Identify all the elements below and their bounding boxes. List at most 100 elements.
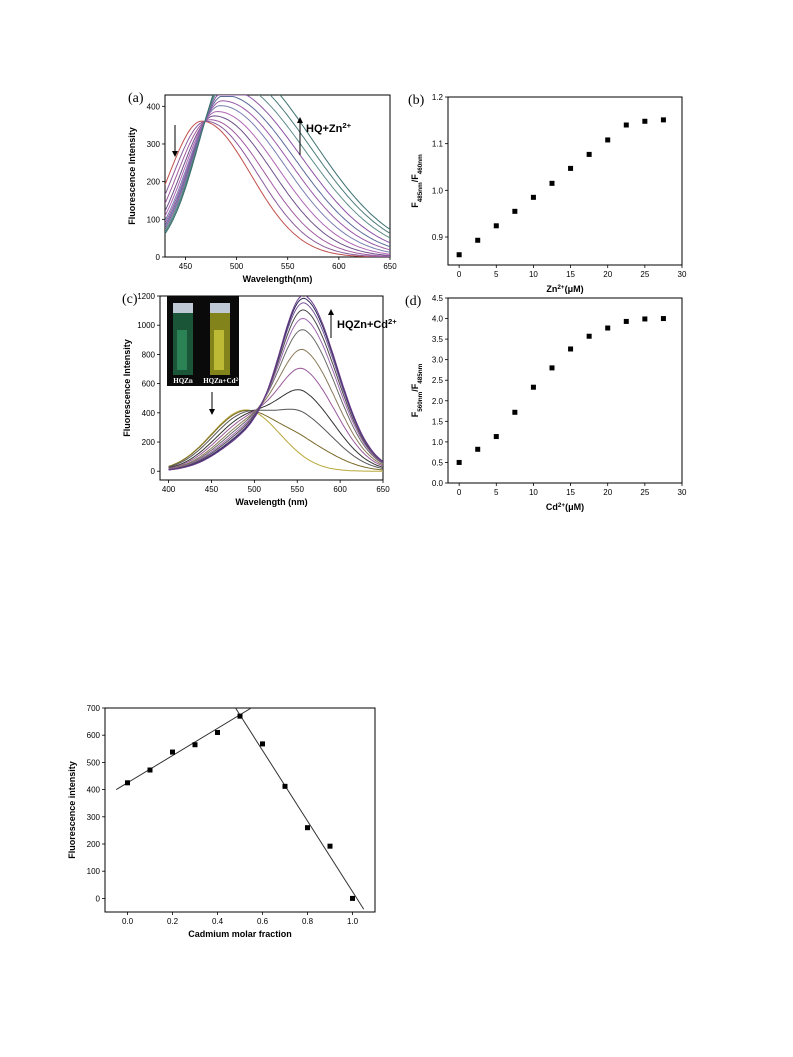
data-point: [623, 122, 629, 128]
data-point: [623, 318, 629, 324]
x-tick-label: 0: [457, 270, 462, 279]
spectrum-line: [165, 100, 390, 251]
spectrum-line: [168, 317, 383, 470]
y-axis-label: F560nm/F485nm: [410, 363, 424, 417]
inset-label-hqzn: HQZn: [173, 377, 193, 385]
chart-annotation: HQZn+Cd2+: [337, 317, 397, 332]
y-tick-label: 1.2: [432, 93, 444, 102]
chart-panel-job: 0.0 0.2 0.4 0.6 0.8 1.0 0 100 200 300 400 500 600 700…: [67, 704, 376, 939]
x-tick-label: 20: [603, 488, 612, 497]
data-point: [512, 409, 518, 415]
vial-yellow-glow: [214, 330, 224, 370]
chart-panel-d: 0 5 10 15 20 25 30 0.0 0.5 1.0 1.5 2.0 2.5 3.0 3.5 4.0 4…: [405, 294, 687, 512]
y-tick-label: 1.1: [432, 140, 444, 149]
x-axis-label: Cd2+(μM): [546, 502, 584, 513]
y-tick-label: 200: [142, 438, 156, 447]
x-tick-label: 25: [640, 488, 649, 497]
spectrum-line: [168, 329, 383, 470]
x-tick-label: 30: [678, 270, 687, 279]
data-point: [493, 223, 499, 229]
x-tick-label: 600: [333, 485, 347, 494]
panel-label: (d): [405, 294, 422, 309]
data-point: [530, 384, 536, 390]
increase-arrowhead: [297, 117, 303, 123]
plot-frame: [164, 94, 391, 258]
data-point: [660, 117, 666, 123]
y-tick-label: 700: [87, 704, 101, 713]
y-axis-label: Fluorescence Intensity: [122, 339, 132, 437]
inset-label-hqzn-cd: HQZn+Cd2+: [203, 377, 241, 385]
y-tick-label: 3.5: [432, 335, 444, 344]
y-tick-label: 100: [147, 215, 161, 224]
data-point: [260, 741, 265, 747]
x-tick-label: 0.2: [167, 917, 179, 926]
x-tick-label: 10: [529, 488, 538, 497]
panel-label: (c): [122, 292, 138, 307]
y-tick-label: 400: [142, 409, 156, 418]
y-tick-label: 100: [87, 867, 101, 876]
data-point: [237, 713, 243, 719]
x-tick-label: 500: [230, 262, 244, 271]
data-point: [475, 446, 481, 452]
spectra-group: [168, 296, 383, 472]
x-tick-label: 5: [494, 270, 499, 279]
plot-frame: [159, 295, 384, 481]
spectra-group: [165, 95, 390, 257]
y-tick-label: 400: [87, 786, 101, 795]
spectrum-line: [168, 389, 383, 469]
data-point: [605, 137, 611, 143]
x-tick-label: 650: [376, 485, 390, 494]
data-point: [549, 180, 555, 186]
y-axis-label: Fluorescence intensity: [67, 761, 77, 859]
data-point: [605, 325, 611, 331]
y-tick-label: 600: [142, 380, 156, 389]
data-point: [327, 843, 333, 849]
y-tick-label: 3.0: [432, 356, 444, 365]
decrease-arrowhead: [172, 151, 178, 157]
spectrum-line: [168, 309, 383, 471]
x-tick-label: 15: [566, 488, 575, 497]
y-tick-label: 300: [147, 140, 161, 149]
y-tick-label: 0.0: [432, 479, 444, 488]
y-tick-label: 2.0: [432, 397, 444, 406]
chart-panel-a: 450 500 550 600 650 0 100 200 300 400(a) Wavelengt…: [127, 91, 397, 284]
spectrum-line: [165, 96, 390, 248]
data-point: [568, 346, 574, 352]
y-tick-label: 0: [156, 253, 161, 262]
vial-green-glow: [177, 330, 187, 370]
y-tick-label: 4.5: [432, 294, 444, 303]
data-point: [350, 895, 355, 901]
spectrum-line: [165, 95, 390, 244]
y-tick-label: 1.5: [432, 417, 444, 426]
x-tick-label: 25: [640, 270, 649, 279]
data-point: [568, 165, 574, 171]
x-axis-label: Wavelength(nm): [243, 274, 313, 284]
data-point: [147, 767, 153, 773]
y-tick-label: 200: [147, 178, 161, 187]
data-point: [493, 434, 499, 440]
y-tick-label: 1000: [137, 321, 155, 330]
x-tick-label: 550: [291, 485, 305, 494]
x-axis-label: Cadmium molar fraction: [188, 929, 292, 939]
data-point: [125, 780, 130, 786]
x-tick-label: 15: [566, 270, 575, 279]
data-point: [642, 316, 648, 322]
vial-cap-left: [173, 303, 193, 313]
data-point: [305, 825, 310, 831]
x-tick-label: 0: [457, 488, 462, 497]
plot-frame: [447, 297, 683, 484]
y-tick-label: 1.0: [432, 186, 444, 195]
y-tick-label: 0.9: [432, 233, 444, 242]
spectrum-line: [165, 120, 390, 257]
y-tick-label: 800: [142, 350, 156, 359]
y-tick-label: 300: [87, 813, 101, 822]
y-tick-label: 200: [87, 840, 101, 849]
x-tick-label: 5: [494, 488, 499, 497]
chart-panel-b: 0 5 10 15 20 25 30 0.9 1.0 1.1 1.2 (b) Zn2+(μM) F485n…: [408, 93, 687, 294]
x-tick-label: 650: [383, 262, 397, 271]
x-tick-label: 0.0: [122, 917, 134, 926]
x-tick-label: 30: [678, 488, 687, 497]
data-point: [475, 237, 481, 243]
